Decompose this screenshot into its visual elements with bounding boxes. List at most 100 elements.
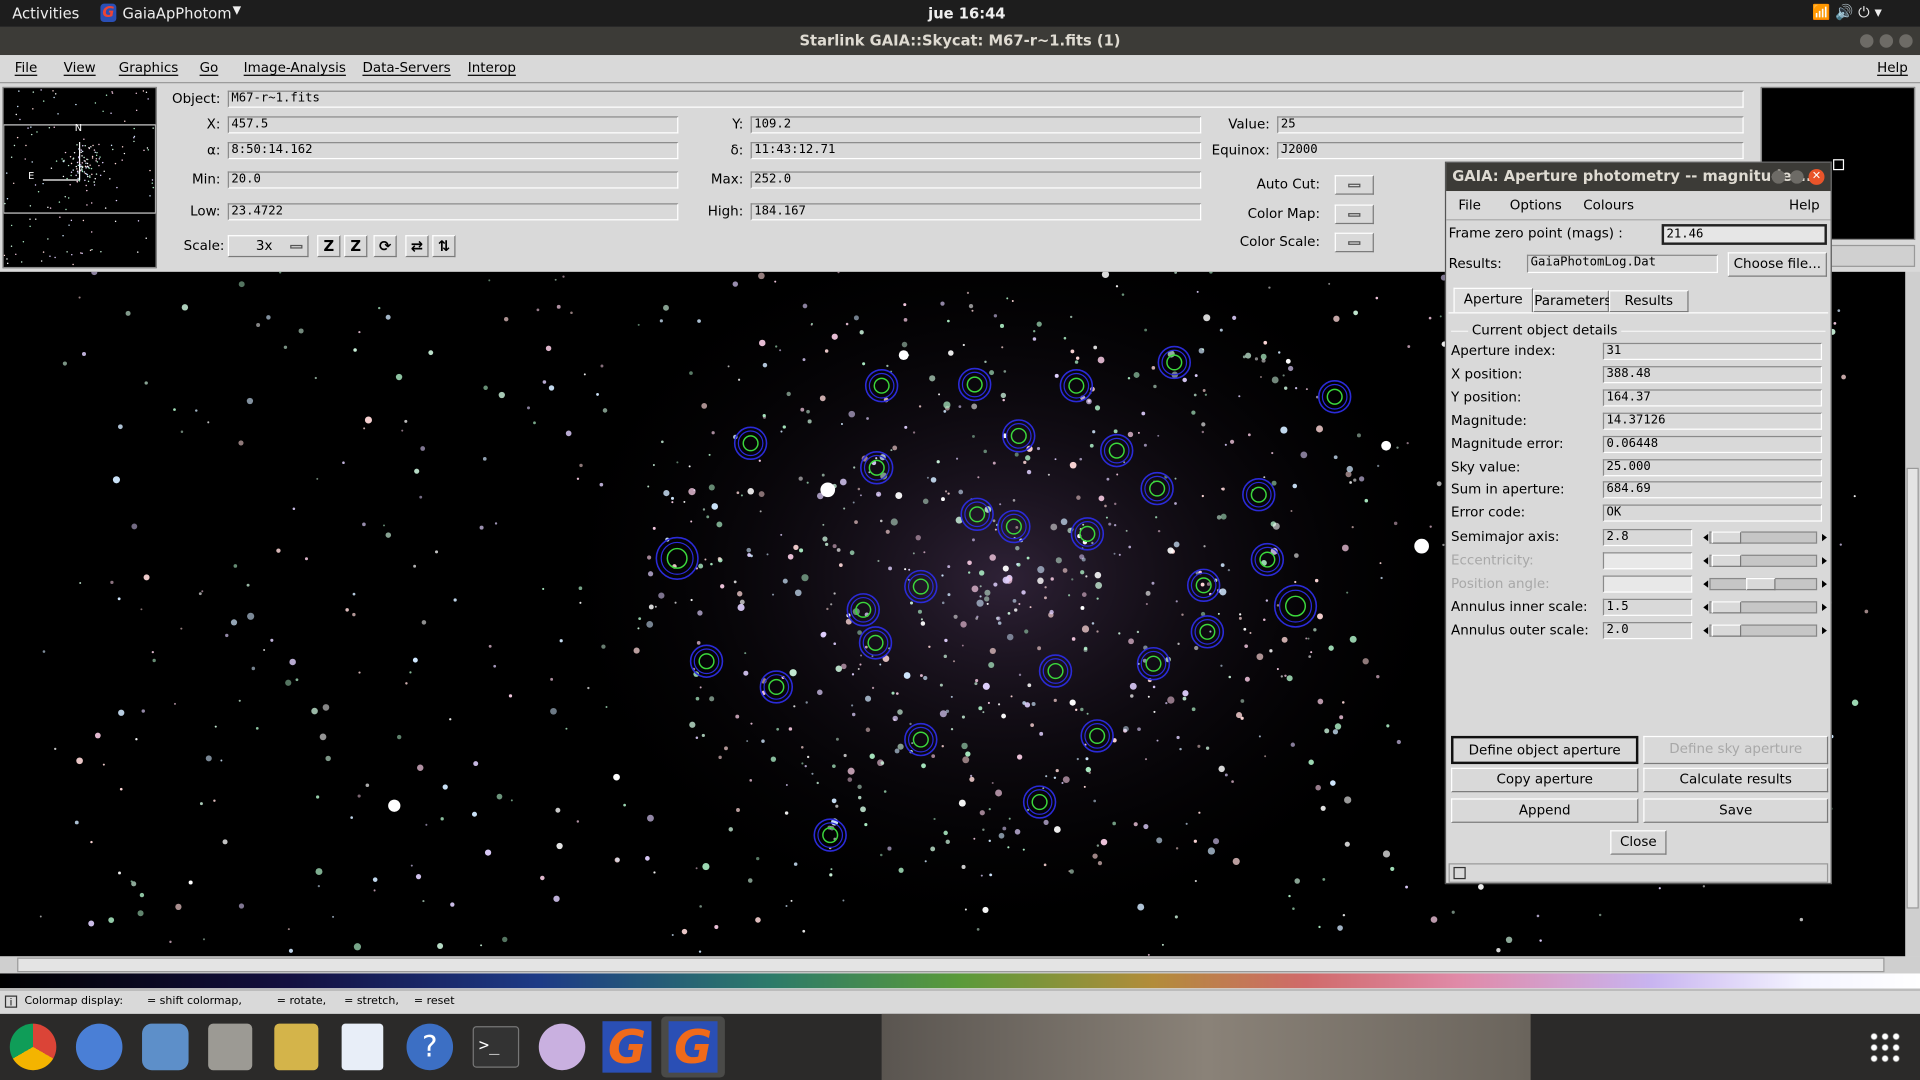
toolbar-button[interactable]: Z <box>317 235 341 258</box>
maximize-button[interactable] <box>1879 34 1894 48</box>
scroll-thumb[interactable] <box>17 957 1885 973</box>
sky-annulus-inner <box>1190 572 1217 599</box>
panner-star <box>62 234 64 237</box>
dock-icon[interactable]: >_ <box>472 1026 520 1068</box>
menu-button[interactable] <box>1334 204 1374 225</box>
star <box>782 425 786 429</box>
dialog-menu-item[interactable]: Help <box>1788 197 1820 214</box>
dialog-button[interactable]: Define object aperture <box>1451 735 1639 765</box>
toolbar-button[interactable]: ⇄ <box>405 235 429 258</box>
slider-value[interactable]: 1.5 <box>1602 598 1693 616</box>
dock-icon[interactable] <box>9 1023 57 1071</box>
star <box>965 751 971 757</box>
scale-combo[interactable]: 3x <box>227 235 309 258</box>
dialog-menu-item[interactable]: Colours <box>1583 197 1634 214</box>
slider-right-arrow[interactable] <box>1822 557 1831 565</box>
star <box>247 612 255 620</box>
star <box>1105 516 1108 519</box>
menu-item[interactable]: Go <box>199 60 219 76</box>
slider-thumb[interactable] <box>1711 554 1742 567</box>
dock-icon[interactable] <box>538 1023 586 1071</box>
slider-right-arrow[interactable] <box>1822 626 1831 635</box>
panner-star <box>82 219 85 222</box>
slider-thumb[interactable] <box>1746 577 1776 591</box>
dock-icon[interactable] <box>75 1023 123 1071</box>
menu-button[interactable] <box>1334 232 1374 253</box>
sky-annulus-inner <box>817 822 844 848</box>
menu-button[interactable] <box>1334 175 1374 195</box>
horizontal-scrollbar[interactable] <box>0 956 1920 974</box>
colorbar[interactable] <box>0 973 1920 989</box>
star <box>832 544 837 549</box>
slider-right-arrow[interactable] <box>1822 533 1831 542</box>
menu-item[interactable]: Interop <box>467 60 516 76</box>
slider-left-arrow[interactable] <box>1700 557 1709 565</box>
star <box>1094 405 1101 411</box>
panner[interactable]: N E <box>2 86 157 269</box>
slider-thumb[interactable] <box>1711 624 1742 637</box>
dock-icon[interactable]: G <box>668 1021 718 1073</box>
tab[interactable]: Results <box>1608 290 1689 313</box>
zero-point-entry[interactable]: 21.46 <box>1661 224 1827 245</box>
dock-icon[interactable] <box>341 1023 384 1071</box>
toolbar-button[interactable]: ⇅ <box>432 235 456 258</box>
slider-thumb[interactable] <box>1711 601 1742 614</box>
menu-item[interactable]: Image-Analysis <box>243 60 346 76</box>
dialog-menu-item[interactable]: File <box>1458 197 1481 214</box>
panner-star <box>53 126 55 128</box>
slider-value[interactable]: 2.0 <box>1602 622 1693 640</box>
close-button[interactable]: ✕ <box>1808 168 1825 185</box>
results-entry[interactable]: GaiaPhotomLog.Dat <box>1526 254 1718 274</box>
star <box>238 903 245 909</box>
vertical-scrollbar[interactable] <box>1905 271 1920 957</box>
dock-icon[interactable]: ? <box>406 1023 454 1071</box>
dock-icon[interactable] <box>142 1023 189 1071</box>
tab[interactable]: Aperture <box>1453 287 1534 313</box>
dialog-menu-item[interactable]: Options <box>1509 197 1562 214</box>
menu-item[interactable]: Help <box>1877 60 1908 76</box>
tab[interactable]: Parameters <box>1533 290 1611 313</box>
minimize-button[interactable] <box>1771 170 1786 184</box>
dialog-button[interactable]: Copy aperture <box>1451 767 1639 793</box>
maximize-button[interactable] <box>1790 170 1804 184</box>
star <box>1076 495 1081 500</box>
slider-left-arrow[interactable] <box>1700 533 1709 542</box>
star <box>710 562 713 566</box>
app-menu[interactable]: GaiaApPhotom <box>122 4 232 23</box>
close-button[interactable] <box>1899 34 1913 48</box>
menu-item[interactable]: File <box>14 60 38 76</box>
clock[interactable]: jue 16:44 <box>928 4 1006 23</box>
choose-file-button[interactable]: Choose file... <box>1727 252 1827 277</box>
slider-right-arrow[interactable] <box>1822 603 1831 612</box>
toolbar-button[interactable]: Z <box>344 235 368 258</box>
star <box>857 487 861 491</box>
minimize-button[interactable] <box>1860 34 1874 48</box>
star <box>498 391 505 399</box>
dock-icon[interactable]: G <box>602 1021 652 1073</box>
slider-left-arrow[interactable] <box>1700 626 1709 635</box>
dock-icon[interactable] <box>274 1023 319 1071</box>
slider-thumb[interactable] <box>1711 531 1742 544</box>
menu-item[interactable]: Graphics <box>118 60 179 76</box>
slider-right-arrow[interactable] <box>1822 580 1831 588</box>
scroll-thumb[interactable] <box>1906 467 1919 909</box>
dialog-button[interactable]: Append <box>1451 798 1639 823</box>
dialog-button[interactable]: Close <box>1610 830 1667 855</box>
dialog-button[interactable]: Calculate results <box>1643 767 1829 793</box>
menu-item[interactable]: View <box>63 60 96 76</box>
activities[interactable]: Activities <box>12 4 80 23</box>
dock-icon[interactable] <box>208 1023 253 1071</box>
slider-value[interactable]: 2.8 <box>1602 528 1693 547</box>
star <box>1037 577 1044 585</box>
dialog-button[interactable]: Save <box>1643 798 1829 823</box>
slider-left-arrow[interactable] <box>1700 603 1709 612</box>
slider-left-arrow[interactable] <box>1700 580 1709 588</box>
star <box>1177 642 1180 646</box>
panner-star <box>95 173 98 175</box>
dialog-status <box>1448 863 1829 883</box>
toolbar-button[interactable]: ⟳ <box>373 235 397 258</box>
system-tray[interactable]: 📶 🔊 ⏻ ▾ <box>1812 3 1882 21</box>
app-grid[interactable] <box>1868 1031 1901 1063</box>
menu-item[interactable]: Data-Servers <box>362 60 451 76</box>
star <box>352 592 356 596</box>
